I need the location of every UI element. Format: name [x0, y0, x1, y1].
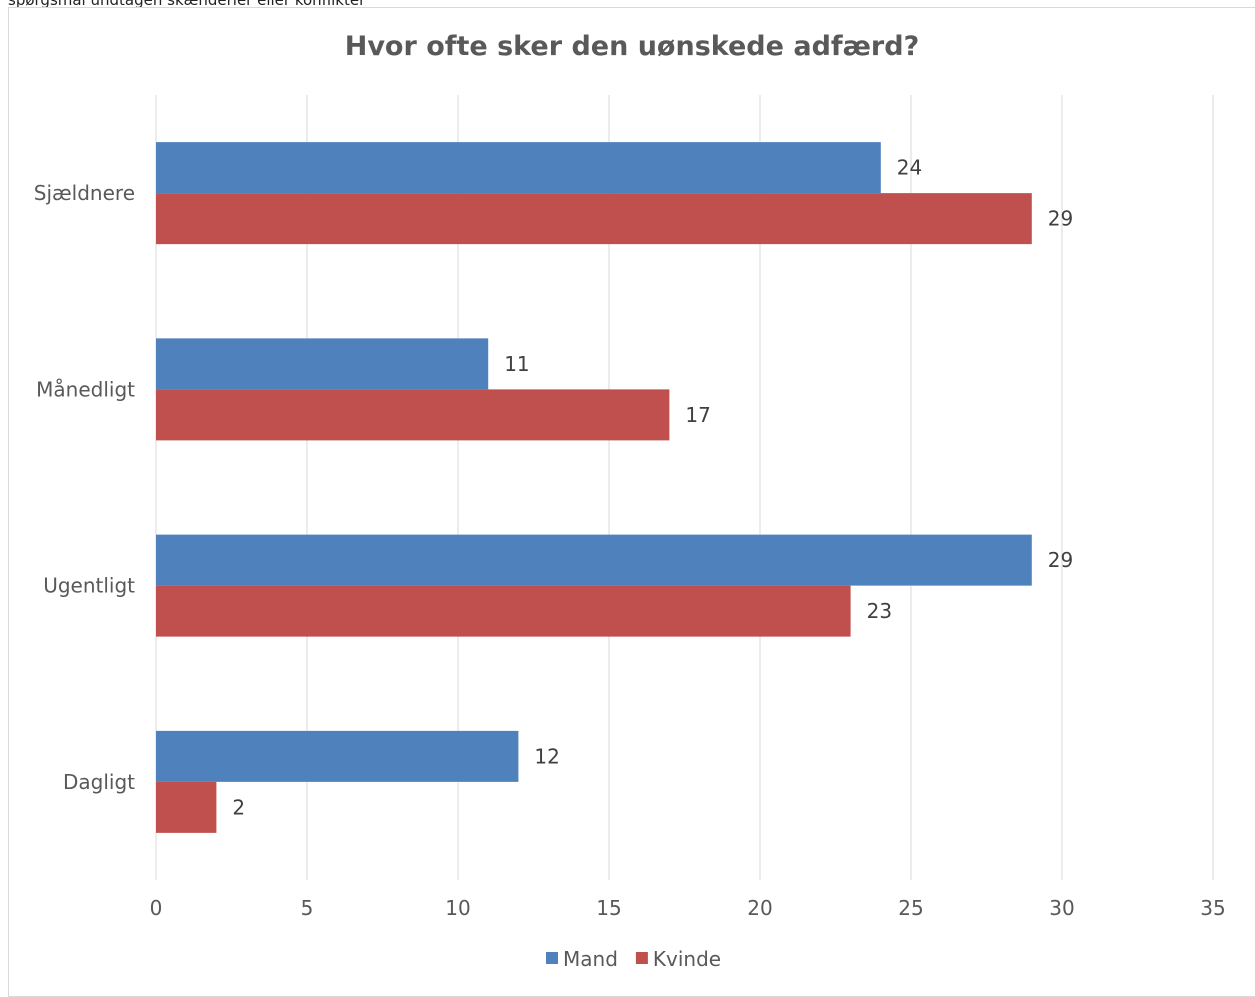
x-tick-label-20: 20: [747, 896, 772, 920]
bar-mand-1: [156, 338, 489, 390]
category-labels: Sjældnere Månedligt Ugentligt Dagligt: [34, 181, 135, 794]
x-tick-label-30: 30: [1049, 896, 1074, 920]
bar-kvinde-0: [156, 193, 1032, 245]
data-label-mand-2: 29: [1048, 548, 1073, 572]
data-label-kvinde-3: 2: [232, 795, 245, 819]
category-label-3: Dagligt: [63, 770, 135, 794]
legend-swatch-mand: [546, 952, 558, 964]
bar-kvinde-1: [156, 389, 670, 441]
data-label-mand-1: 11: [504, 352, 529, 376]
x-tick-label-35: 35: [1200, 896, 1225, 920]
category-label-1: Månedligt: [36, 377, 135, 401]
data-label-mand-0: 24: [897, 156, 922, 180]
bar-kvinde-3: [156, 781, 217, 833]
x-tick-label-5: 5: [301, 896, 314, 920]
data-label-mand-3: 12: [534, 744, 559, 768]
bar-mand-3: [156, 730, 519, 782]
legend-label-mand: Mand: [563, 947, 618, 971]
bars: [156, 142, 1032, 833]
x-tick-label-10: 10: [445, 896, 470, 920]
bar-kvinde-2: [156, 585, 851, 637]
legend-swatch-kvinde: [635, 952, 648, 964]
legend-label-kvinde: Kvinde: [653, 947, 721, 971]
category-label-0: Sjældnere: [34, 181, 135, 205]
category-label-2: Ugentligt: [43, 574, 135, 598]
bar-mand-0: [156, 142, 881, 194]
truncated-question-text: spørgsmål undtagen skænderier eller konf…: [8, 0, 366, 9]
x-tick-labels: 0 5 10 15 20 25 30 35: [150, 896, 1226, 920]
data-labels: 24 29 11 17 29 23 12 2: [232, 156, 1073, 820]
x-tick-label-0: 0: [150, 896, 163, 920]
x-tick-label-25: 25: [898, 896, 923, 920]
data-label-kvinde-0: 29: [1048, 207, 1073, 231]
data-label-kvinde-1: 17: [685, 403, 710, 427]
x-tick-label-15: 15: [596, 896, 621, 920]
data-label-kvinde-2: 23: [867, 599, 892, 623]
bar-mand-2: [156, 534, 1032, 586]
legend: Mand Kvinde: [546, 947, 721, 971]
chart-title: Hvor ofte sker den uønskede adfærd?: [345, 31, 920, 62]
